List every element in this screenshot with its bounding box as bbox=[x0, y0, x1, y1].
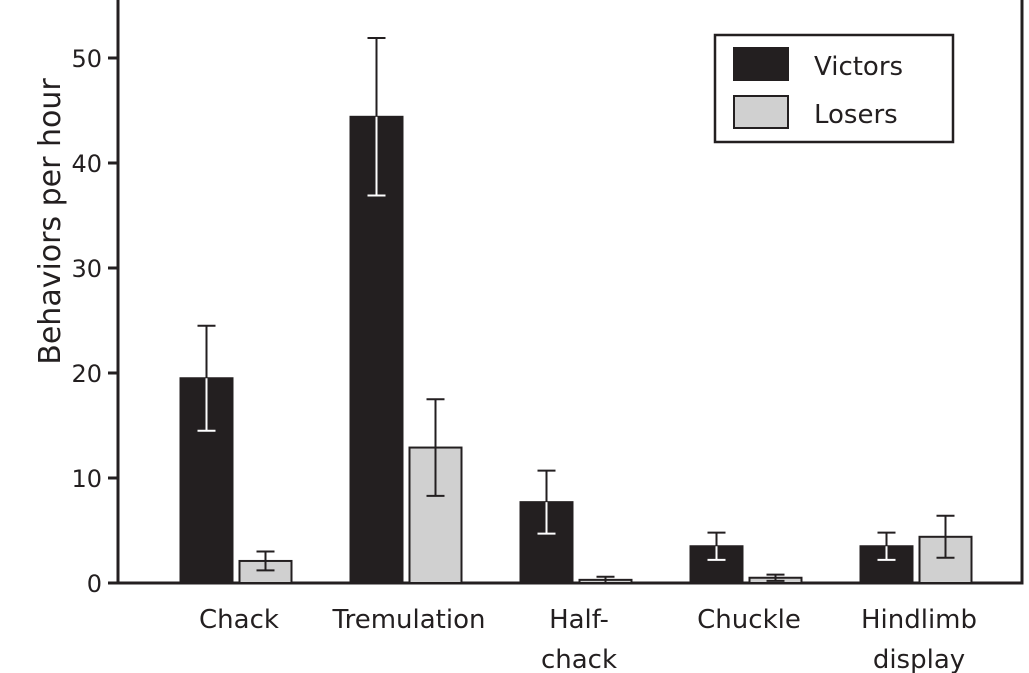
legend: Victors Losers bbox=[713, 33, 955, 144]
x-category-label: Chack bbox=[199, 605, 279, 635]
x-category-label: Hindlimb bbox=[861, 605, 977, 635]
legend-swatch-losers bbox=[733, 95, 789, 129]
x-category-label: Tremulation bbox=[332, 605, 486, 635]
x-category-label: Half- bbox=[549, 605, 609, 635]
y-tick-label: 30 bbox=[71, 255, 102, 283]
y-tick-label: 0 bbox=[87, 570, 102, 598]
legend-swatch-victors bbox=[733, 47, 789, 81]
legend-label-losers: Losers bbox=[814, 100, 898, 130]
y-tick-label: 20 bbox=[71, 360, 102, 388]
x-category-label: display bbox=[873, 645, 965, 673]
x-category-label: Chuckle bbox=[697, 605, 801, 635]
bars bbox=[179, 115, 973, 585]
y-tick-label: 40 bbox=[71, 150, 102, 178]
error-bars bbox=[197, 37, 955, 584]
y-tick-label: 50 bbox=[71, 45, 102, 73]
legend-label-victors: Victors bbox=[814, 52, 903, 82]
x-category-label: chack bbox=[541, 645, 617, 673]
y-tick-label: 10 bbox=[71, 465, 102, 493]
y-axis-title: Behaviors per hour bbox=[33, 78, 68, 365]
